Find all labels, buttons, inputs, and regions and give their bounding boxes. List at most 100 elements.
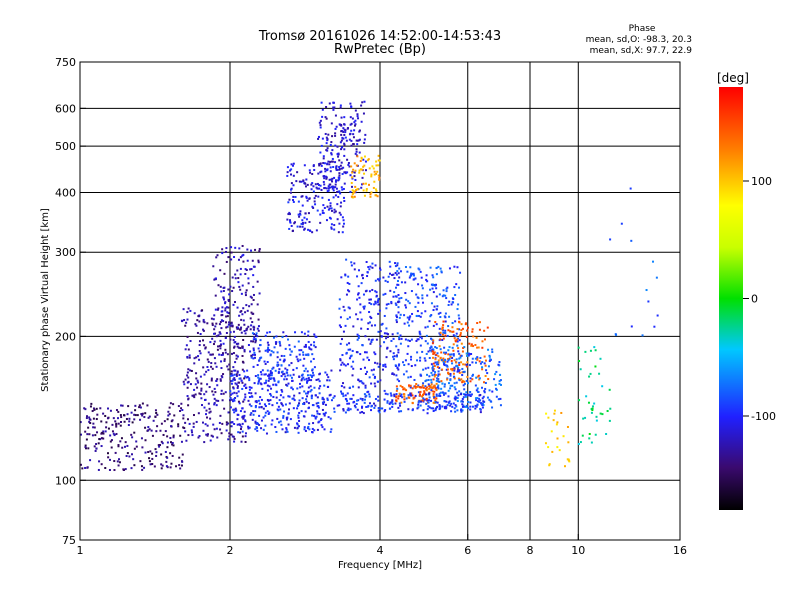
data-point [426,412,429,415]
data-point [88,418,91,421]
data-point [249,268,252,271]
data-point [342,409,345,412]
data-point [313,366,316,369]
data-point [390,302,393,305]
data-point [447,389,450,392]
data-point [336,203,339,206]
data-point [462,380,465,383]
data-point [284,347,287,350]
data-point [307,212,310,215]
data-point [220,392,223,395]
data-point [321,211,324,214]
data-point [330,227,333,230]
data-point [127,405,130,408]
data-point [211,435,214,438]
data-point [243,350,246,353]
data-point [240,379,243,382]
data-point [229,397,232,400]
data-point [451,367,454,370]
data-point [463,380,466,383]
data-point [430,371,433,374]
data-point [312,422,315,425]
data-point [326,373,329,376]
data-point [415,293,418,296]
data-point [188,422,191,425]
data-point [284,367,287,370]
data-point [234,407,237,410]
data-point [104,430,107,433]
data-point [258,358,261,361]
data-point [371,266,374,269]
data-point [491,406,494,409]
data-point [455,358,458,361]
data-point [556,437,559,440]
data-point [417,283,420,286]
data-point [466,365,469,368]
data-point [213,428,216,431]
data-point [476,375,479,378]
data-point [378,309,381,312]
data-point [198,435,201,438]
data-point [469,391,472,394]
data-point [253,382,256,385]
data-point [454,398,457,401]
data-point [303,357,306,360]
data-point [236,326,239,329]
data-point [318,372,321,375]
data-point [476,346,479,349]
data-point [456,397,459,400]
data-point [385,332,388,335]
data-point [481,402,484,405]
data-point [321,137,324,140]
data-point [325,219,328,222]
data-point [278,399,281,402]
data-point [209,353,212,356]
data-point [408,324,411,327]
data-point [232,366,235,369]
data-point [550,430,553,433]
data-point [241,244,244,247]
phase-info-o-mode: mean, sd,O: -98.3, 20.3 [586,35,692,45]
data-point [266,360,269,363]
data-point [357,285,360,288]
data-point [461,327,464,330]
data-point [298,215,301,218]
data-point [214,325,217,328]
data-point [213,278,216,281]
data-point [221,310,224,313]
data-point [225,260,228,263]
data-point [230,246,233,249]
data-point [352,191,355,194]
data-point [440,387,443,390]
data-point [303,415,306,418]
data-point [123,420,126,423]
data-point [447,401,450,404]
data-point [280,354,283,357]
data-point [338,298,341,301]
data-point [350,261,353,264]
data-point [217,399,220,402]
data-point [418,330,421,333]
data-point [326,397,329,400]
data-point [442,320,445,323]
data-point [397,395,400,398]
data-point [275,335,278,338]
data-point [396,332,399,335]
data-point [358,269,361,272]
data-point [209,439,212,442]
data-point [343,148,346,151]
data-point [120,420,123,423]
data-point [374,188,377,191]
data-point [287,201,290,204]
data-point [476,390,479,393]
data-point [155,451,158,454]
data-point [214,294,217,297]
data-point [346,158,349,161]
data-point [340,363,343,366]
data-point [458,339,461,342]
data-point [340,124,343,127]
data-point [136,414,139,417]
data-point [447,325,450,328]
data-point [221,306,224,309]
data-point [594,365,597,368]
